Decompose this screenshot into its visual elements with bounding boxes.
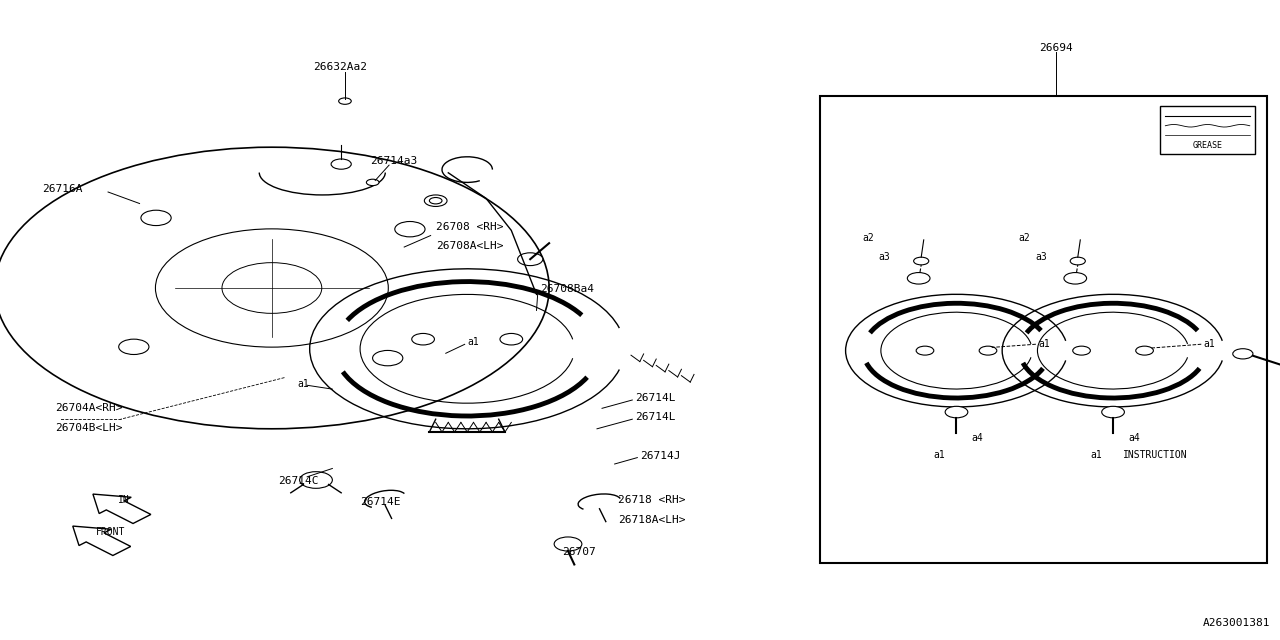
Text: 26708A<LH>: 26708A<LH>	[435, 241, 503, 252]
Circle shape	[119, 339, 148, 355]
Text: 26694: 26694	[1039, 43, 1073, 53]
Circle shape	[425, 195, 447, 207]
Text: 26714C: 26714C	[278, 476, 319, 486]
Text: 26718 <RH>: 26718 <RH>	[618, 495, 686, 506]
Text: 26708 <RH>: 26708 <RH>	[435, 222, 503, 232]
Text: 26718A<LH>: 26718A<LH>	[618, 515, 686, 525]
Text: FRONT: FRONT	[96, 527, 125, 538]
Text: INSTRUCTION: INSTRUCTION	[1123, 450, 1188, 460]
Text: a2: a2	[1019, 233, 1030, 243]
Text: 26714a3: 26714a3	[370, 156, 417, 166]
Text: 26714E: 26714E	[360, 497, 401, 508]
Text: 26714L: 26714L	[635, 412, 676, 422]
Circle shape	[300, 472, 333, 488]
Text: IN: IN	[118, 495, 129, 506]
Text: 26714L: 26714L	[635, 393, 676, 403]
Circle shape	[908, 273, 931, 284]
Circle shape	[339, 98, 351, 104]
Text: 26632Aa2: 26632Aa2	[314, 62, 367, 72]
Text: a3: a3	[878, 252, 890, 262]
Text: a2: a2	[861, 233, 874, 243]
Circle shape	[1135, 346, 1153, 355]
Circle shape	[1064, 273, 1087, 284]
Text: 26707: 26707	[562, 547, 595, 557]
Circle shape	[979, 346, 997, 355]
Circle shape	[366, 179, 379, 186]
Text: 26704B<LH>: 26704B<LH>	[55, 422, 123, 433]
Text: a4: a4	[972, 433, 983, 443]
Circle shape	[394, 221, 425, 237]
Text: GREASE: GREASE	[1193, 141, 1222, 150]
Text: 26714J: 26714J	[640, 451, 681, 461]
Text: a1: a1	[934, 450, 946, 460]
Circle shape	[141, 210, 172, 225]
Bar	[820, 96, 1267, 563]
Text: a1: a1	[1038, 339, 1050, 349]
Circle shape	[1102, 406, 1124, 418]
Text: a1: a1	[1203, 339, 1216, 349]
Circle shape	[500, 333, 522, 345]
Bar	[1160, 106, 1254, 154]
Text: 26708Ba4: 26708Ba4	[540, 284, 594, 294]
Circle shape	[412, 333, 434, 345]
Text: 26704A<RH>: 26704A<RH>	[55, 403, 123, 413]
Circle shape	[1073, 346, 1091, 355]
Circle shape	[517, 253, 543, 266]
Circle shape	[914, 257, 929, 265]
Circle shape	[554, 537, 582, 551]
Text: a3: a3	[1036, 252, 1047, 262]
Circle shape	[945, 406, 968, 418]
Text: a1: a1	[467, 337, 479, 348]
Circle shape	[1070, 257, 1085, 265]
Circle shape	[429, 198, 442, 204]
Text: a1: a1	[297, 379, 308, 389]
Circle shape	[916, 346, 934, 355]
Text: a4: a4	[1128, 433, 1140, 443]
Circle shape	[332, 159, 351, 169]
Text: A263001381: A263001381	[1202, 618, 1270, 628]
Circle shape	[1233, 349, 1253, 359]
Text: a1: a1	[1091, 450, 1102, 460]
Circle shape	[372, 351, 403, 366]
Text: 26716A: 26716A	[42, 184, 83, 194]
